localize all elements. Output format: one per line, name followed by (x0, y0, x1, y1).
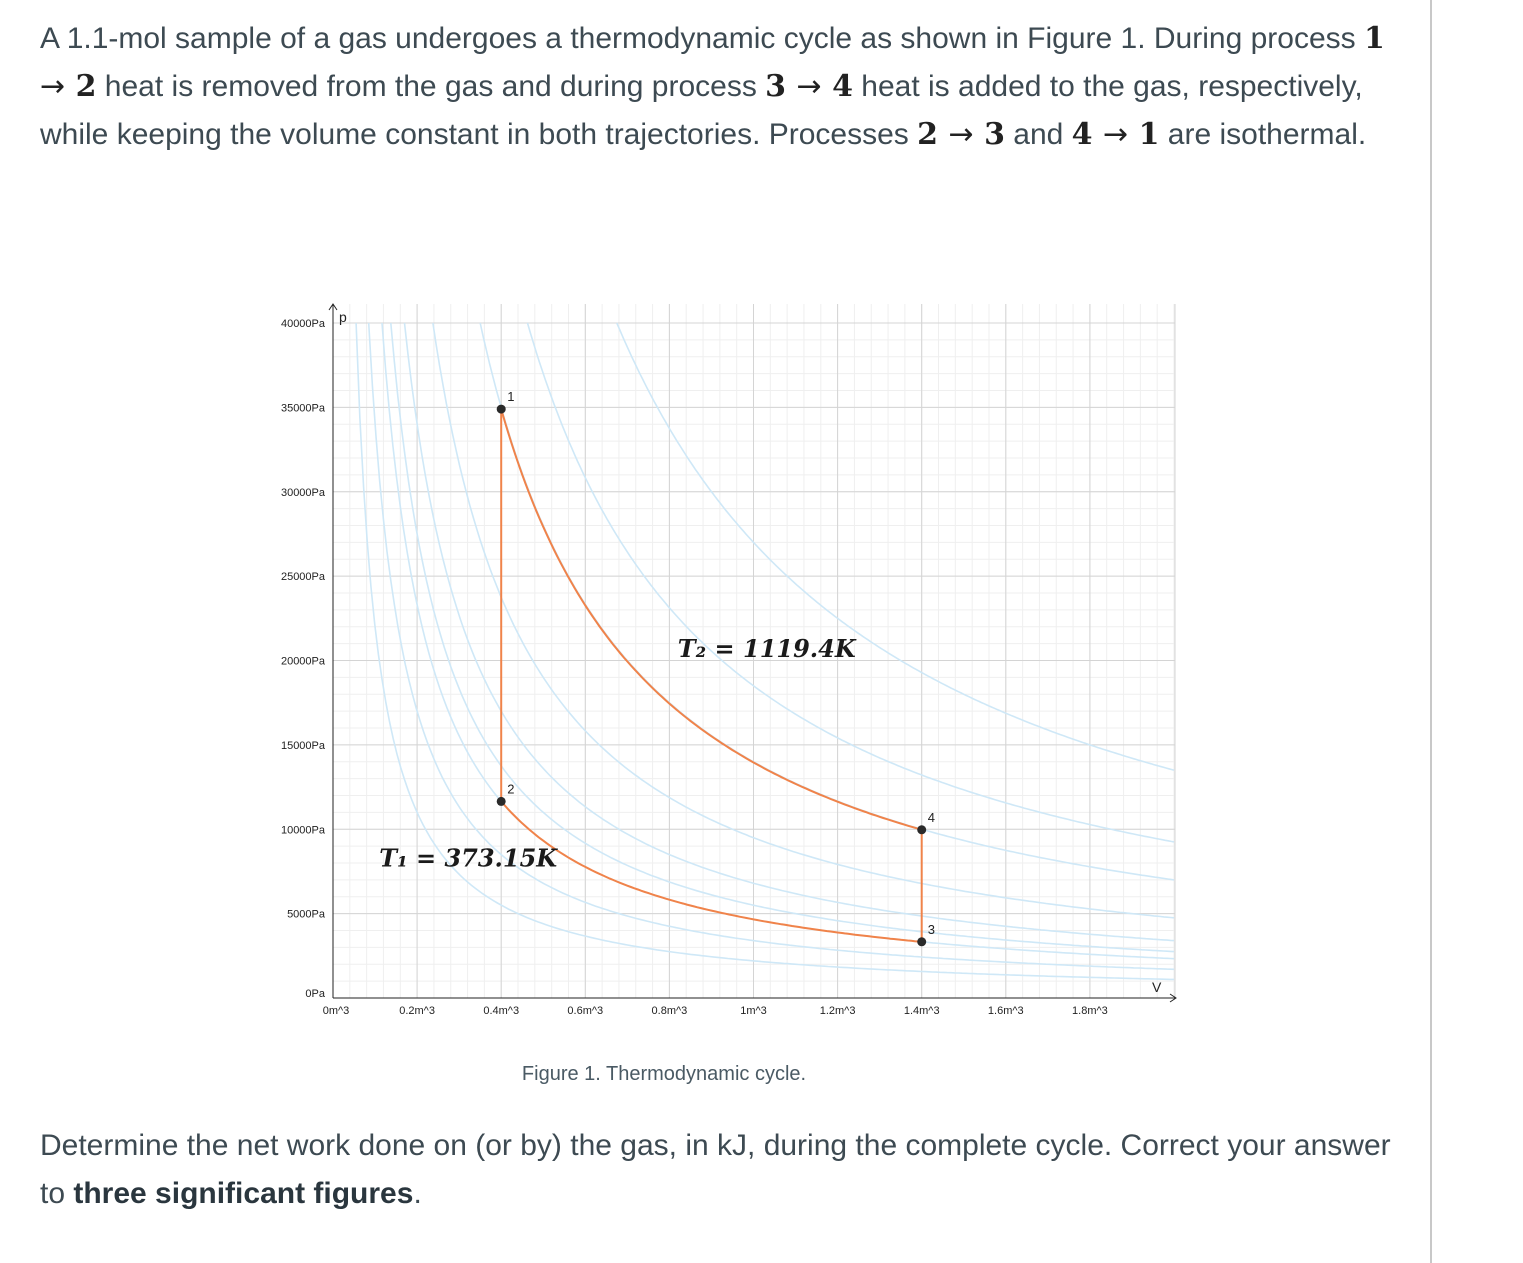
x-tick-labels: 0m^3 0.2m^3 0.4m^3 0.6m^3 0.8m^3 1m^3 1.2m^3 1.… (323, 1005, 1108, 1017)
x-tick-label: 1.2m^3 (820, 1005, 856, 1017)
right-border-line (1430, 0, 1432, 1263)
axes (328, 303, 1177, 1003)
isotherm-curve (390, 322, 1175, 953)
x-tick-label: 0.2m^3 (399, 1005, 435, 1017)
question-text: Determine the net work done on (or by) t… (40, 1129, 1391, 1210)
question-end: . (413, 1177, 422, 1210)
math-process-4-1: 4 → 1 (1071, 117, 1160, 152)
temperature-label-1: T₁ = 373.15K (379, 843, 558, 872)
y-tick-label: 15000Pa (281, 740, 326, 752)
problem-intro: A 1.1-mol sample of a gas undergoes a th… (40, 15, 1410, 159)
x-tick-label: 1.6m^3 (988, 1005, 1024, 1017)
y-tick-label: 35000Pa (281, 402, 326, 414)
temperature-label-2: T₂ = 1119.4K (678, 634, 857, 663)
pv-diagram: V p 0m^3 0.2m^3 0.4m^3 0.6m^3 0.8m^3 1m^3 1.2m… (281, 303, 1177, 1017)
x-tick-label: 0.6m^3 (567, 1005, 603, 1017)
intro-text-5: are isothermal. (1159, 118, 1367, 151)
isotherm-curve (403, 322, 1175, 942)
cycle-point-1 (496, 404, 506, 414)
cycle-point-label-1: 1 (507, 389, 514, 404)
intro-text-2: heat is removed from the gas and during … (96, 70, 766, 103)
cycle-point-4 (917, 825, 927, 835)
intro-text-1: A 1.1-mol sample of a gas undergoes a th… (40, 22, 1364, 55)
y-tick-label: 30000Pa (281, 487, 326, 499)
math-process-2-3: 2 → 3 (917, 117, 1005, 152)
x-tick-label: 0.8m^3 (652, 1005, 688, 1017)
isotherm-curve (616, 322, 1175, 771)
x-tick-label: 0.4m^3 (483, 1005, 519, 1017)
y-axis-label: p (339, 309, 347, 325)
x-tick-label: 1m^3 (740, 1005, 767, 1017)
y-tick-labels: 0Pa 5000Pa 10000Pa 15000Pa 20000Pa 25000Pa 300… (281, 318, 326, 1000)
isotherm-curve (432, 322, 1175, 919)
cycle-point-label-3: 3 (928, 922, 935, 937)
cycle-segment-4-1 (500, 408, 922, 831)
intro-text-4: and (1004, 118, 1072, 151)
x-axis-label: V (1152, 979, 1162, 995)
cycle-path (500, 408, 923, 943)
math-process-3-4: 3 → 4 (765, 69, 853, 104)
cycle-segment-2-3 (500, 800, 922, 943)
isotherm-curve (367, 322, 1175, 971)
problem-question: Determine the net work done on (or by) t… (40, 1122, 1410, 1218)
x-tick-label: 1.8m^3 (1072, 1005, 1108, 1017)
y-tick-label: 40000Pa (281, 318, 326, 330)
isotherm-curve (526, 322, 1175, 843)
figure-caption: Figure 1. Thermodynamic cycle. (521, 1063, 807, 1085)
y-tick-label: 0Pa (305, 988, 325, 1000)
math-process-1-2: 1 → 2 (40, 21, 1385, 104)
x-tick-label: 0m^3 (323, 1005, 350, 1017)
y-tick-label: 5000Pa (287, 909, 326, 921)
y-tick-label: 25000Pa (281, 571, 326, 583)
isotherm-curve (355, 322, 1174, 981)
intro-text-3: heat is added to the gas, respectively, … (40, 70, 1363, 151)
cycle-points: 1 2 3 4 (496, 389, 935, 947)
cycle-point-label-4: 4 (928, 810, 935, 825)
question-emphasis: three significant figures (73, 1177, 414, 1210)
y-tick-label: 10000Pa (281, 824, 326, 836)
isotherm-curve (479, 322, 1175, 881)
y-tick-label: 20000Pa (281, 656, 326, 668)
x-tick-label: 1.4m^3 (904, 1005, 940, 1017)
temperature-annotations: T₁ = 373.15K T₂ = 1119.4K (379, 634, 857, 872)
cycle-point-3 (917, 937, 927, 947)
cycle-point-label-2: 2 (507, 781, 514, 796)
cycle-point-2 (496, 796, 506, 806)
